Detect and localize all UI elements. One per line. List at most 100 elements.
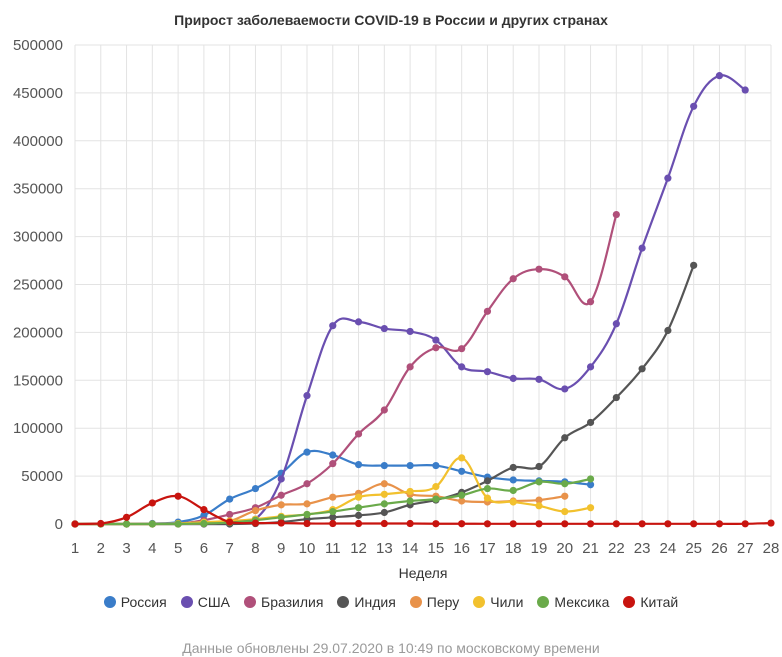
data-point[interactable] <box>458 491 466 499</box>
legend-item[interactable]: США <box>180 594 230 610</box>
data-point[interactable] <box>535 462 543 471</box>
data-point[interactable] <box>458 363 466 371</box>
data-point[interactable] <box>458 467 466 475</box>
data-point[interactable] <box>251 484 260 493</box>
data-point[interactable] <box>354 430 363 438</box>
data-point[interactable] <box>174 492 182 500</box>
data-point[interactable] <box>380 480 388 488</box>
legend-item[interactable]: Индия <box>337 594 396 610</box>
data-point[interactable] <box>483 484 492 493</box>
data-point[interactable] <box>535 375 543 383</box>
data-point[interactable] <box>535 265 543 273</box>
data-point[interactable] <box>483 520 492 528</box>
data-point[interactable] <box>638 520 646 528</box>
data-point[interactable] <box>148 499 156 507</box>
data-point[interactable] <box>509 374 517 382</box>
data-point[interactable] <box>767 519 775 527</box>
data-point[interactable] <box>432 495 440 503</box>
data-point[interactable] <box>586 363 595 371</box>
data-point[interactable] <box>406 363 414 371</box>
data-point[interactable] <box>174 520 182 528</box>
data-point[interactable] <box>380 508 388 517</box>
data-point[interactable] <box>277 519 285 527</box>
data-point[interactable] <box>483 368 492 376</box>
data-point[interactable] <box>432 344 440 352</box>
data-point[interactable] <box>380 519 388 528</box>
data-point[interactable] <box>354 511 363 519</box>
data-point[interactable] <box>380 461 388 470</box>
data-point[interactable] <box>406 487 414 496</box>
data-point[interactable] <box>612 393 620 402</box>
data-point[interactable] <box>71 520 79 528</box>
data-point[interactable] <box>458 497 466 505</box>
data-point[interactable] <box>715 520 724 528</box>
data-point[interactable] <box>329 322 337 330</box>
legend-item[interactable]: Россия <box>103 594 167 610</box>
data-point[interactable] <box>458 520 466 528</box>
data-point[interactable] <box>303 510 311 519</box>
data-point[interactable] <box>612 520 620 528</box>
data-point[interactable] <box>509 486 517 495</box>
data-point[interactable] <box>715 72 724 80</box>
data-point[interactable] <box>483 307 492 315</box>
data-point[interactable] <box>638 365 646 373</box>
data-point[interactable] <box>690 520 698 528</box>
data-point[interactable] <box>303 519 311 528</box>
data-point[interactable] <box>200 519 208 528</box>
data-point[interactable] <box>483 477 492 485</box>
data-point[interactable] <box>354 519 363 528</box>
data-point[interactable] <box>586 504 595 512</box>
data-point[interactable] <box>354 504 363 512</box>
data-point[interactable] <box>406 461 414 470</box>
data-point[interactable] <box>664 174 672 182</box>
data-point[interactable] <box>380 500 388 508</box>
data-point[interactable] <box>535 496 543 504</box>
data-point[interactable] <box>122 520 131 528</box>
legend-item[interactable]: Перу <box>409 594 459 610</box>
data-point[interactable] <box>561 480 569 488</box>
data-point[interactable] <box>303 480 311 488</box>
data-point[interactable] <box>586 481 595 489</box>
data-point[interactable] <box>329 451 337 459</box>
data-point[interactable] <box>458 454 466 462</box>
data-point[interactable] <box>509 498 517 506</box>
data-point[interactable] <box>406 327 414 336</box>
data-point[interactable] <box>329 460 337 468</box>
data-point[interactable] <box>561 520 569 528</box>
data-point[interactable] <box>432 520 440 528</box>
legend-item[interactable]: Бразилия <box>244 594 323 610</box>
data-point[interactable] <box>303 500 311 508</box>
data-point[interactable] <box>354 493 363 501</box>
data-point[interactable] <box>329 513 337 521</box>
data-point[interactable] <box>122 513 131 521</box>
legend-item[interactable]: Мексика <box>537 594 609 610</box>
data-point[interactable] <box>690 261 698 269</box>
data-point[interactable] <box>509 275 517 283</box>
data-point[interactable] <box>561 507 569 516</box>
data-point[interactable] <box>638 244 646 252</box>
data-point[interactable] <box>148 520 156 528</box>
data-point[interactable] <box>277 491 285 499</box>
data-point[interactable] <box>200 506 208 514</box>
data-point[interactable] <box>535 520 543 528</box>
data-point[interactable] <box>354 461 363 469</box>
data-point[interactable] <box>509 463 517 472</box>
data-point[interactable] <box>226 510 234 519</box>
data-point[interactable] <box>586 298 595 306</box>
data-point[interactable] <box>612 210 620 219</box>
data-point[interactable] <box>664 520 672 528</box>
data-point[interactable] <box>329 519 337 528</box>
data-point[interactable] <box>406 519 414 528</box>
data-point[interactable] <box>535 502 543 510</box>
data-point[interactable] <box>432 483 440 491</box>
data-point[interactable] <box>277 475 285 483</box>
data-point[interactable] <box>380 406 388 414</box>
data-point[interactable] <box>561 492 569 500</box>
data-point[interactable] <box>380 324 388 333</box>
data-point[interactable] <box>329 493 337 501</box>
data-point[interactable] <box>329 507 337 516</box>
data-point[interactable] <box>226 495 234 503</box>
data-point[interactable] <box>251 519 260 527</box>
data-point[interactable] <box>561 273 569 281</box>
data-point[interactable] <box>483 494 492 502</box>
